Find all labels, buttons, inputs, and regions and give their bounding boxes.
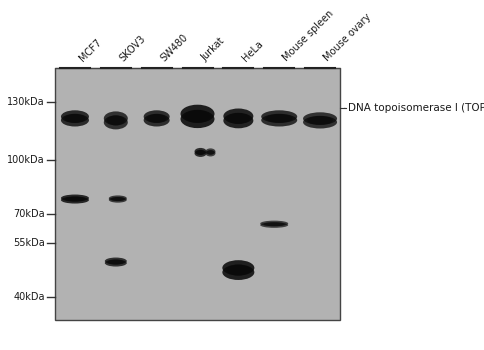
Text: Mouse ovary: Mouse ovary — [322, 12, 373, 63]
Ellipse shape — [61, 197, 89, 204]
Ellipse shape — [266, 114, 293, 123]
Ellipse shape — [303, 116, 337, 128]
Ellipse shape — [61, 195, 89, 202]
Ellipse shape — [261, 110, 297, 123]
Text: HeLa: HeLa — [241, 38, 265, 63]
Ellipse shape — [207, 150, 214, 155]
Text: 40kDa: 40kDa — [14, 292, 45, 302]
Ellipse shape — [111, 197, 124, 201]
Ellipse shape — [104, 116, 128, 130]
Ellipse shape — [227, 113, 250, 124]
Text: Mouse spleen: Mouse spleen — [281, 8, 336, 63]
Ellipse shape — [260, 222, 288, 228]
Text: DNA topoisomerase I (TOP1): DNA topoisomerase I (TOP1) — [348, 103, 484, 113]
Ellipse shape — [261, 114, 297, 126]
Text: MCF7: MCF7 — [77, 37, 103, 63]
Ellipse shape — [105, 260, 127, 267]
Ellipse shape — [64, 114, 86, 123]
Ellipse shape — [107, 260, 124, 265]
Ellipse shape — [222, 260, 255, 275]
Ellipse shape — [303, 112, 337, 125]
Bar — [55, 68, 340, 320]
Ellipse shape — [196, 150, 205, 155]
Ellipse shape — [104, 111, 128, 125]
Text: 70kDa: 70kDa — [14, 209, 45, 219]
Ellipse shape — [61, 114, 89, 126]
Ellipse shape — [185, 110, 210, 123]
Ellipse shape — [206, 148, 215, 155]
Ellipse shape — [181, 110, 214, 128]
Text: SKOV3: SKOV3 — [118, 33, 148, 63]
Text: 55kDa: 55kDa — [13, 238, 45, 248]
Ellipse shape — [222, 265, 255, 280]
Ellipse shape — [181, 105, 214, 123]
Ellipse shape — [223, 113, 253, 128]
Ellipse shape — [64, 197, 86, 202]
Ellipse shape — [144, 110, 170, 123]
Text: SW480: SW480 — [159, 32, 190, 63]
Ellipse shape — [107, 116, 125, 125]
Ellipse shape — [109, 195, 127, 201]
Ellipse shape — [144, 114, 170, 126]
Ellipse shape — [195, 148, 207, 155]
Ellipse shape — [61, 110, 89, 123]
Ellipse shape — [307, 116, 333, 125]
Ellipse shape — [195, 150, 207, 157]
Text: 100kDa: 100kDa — [7, 155, 45, 165]
Text: Jurkat: Jurkat — [199, 36, 227, 63]
Text: 130kDa: 130kDa — [7, 97, 45, 107]
Ellipse shape — [264, 222, 285, 226]
Ellipse shape — [109, 197, 127, 203]
Ellipse shape — [227, 265, 250, 275]
Ellipse shape — [147, 114, 166, 123]
Ellipse shape — [206, 150, 215, 156]
Ellipse shape — [223, 108, 253, 124]
Ellipse shape — [260, 220, 288, 226]
Ellipse shape — [105, 258, 127, 265]
